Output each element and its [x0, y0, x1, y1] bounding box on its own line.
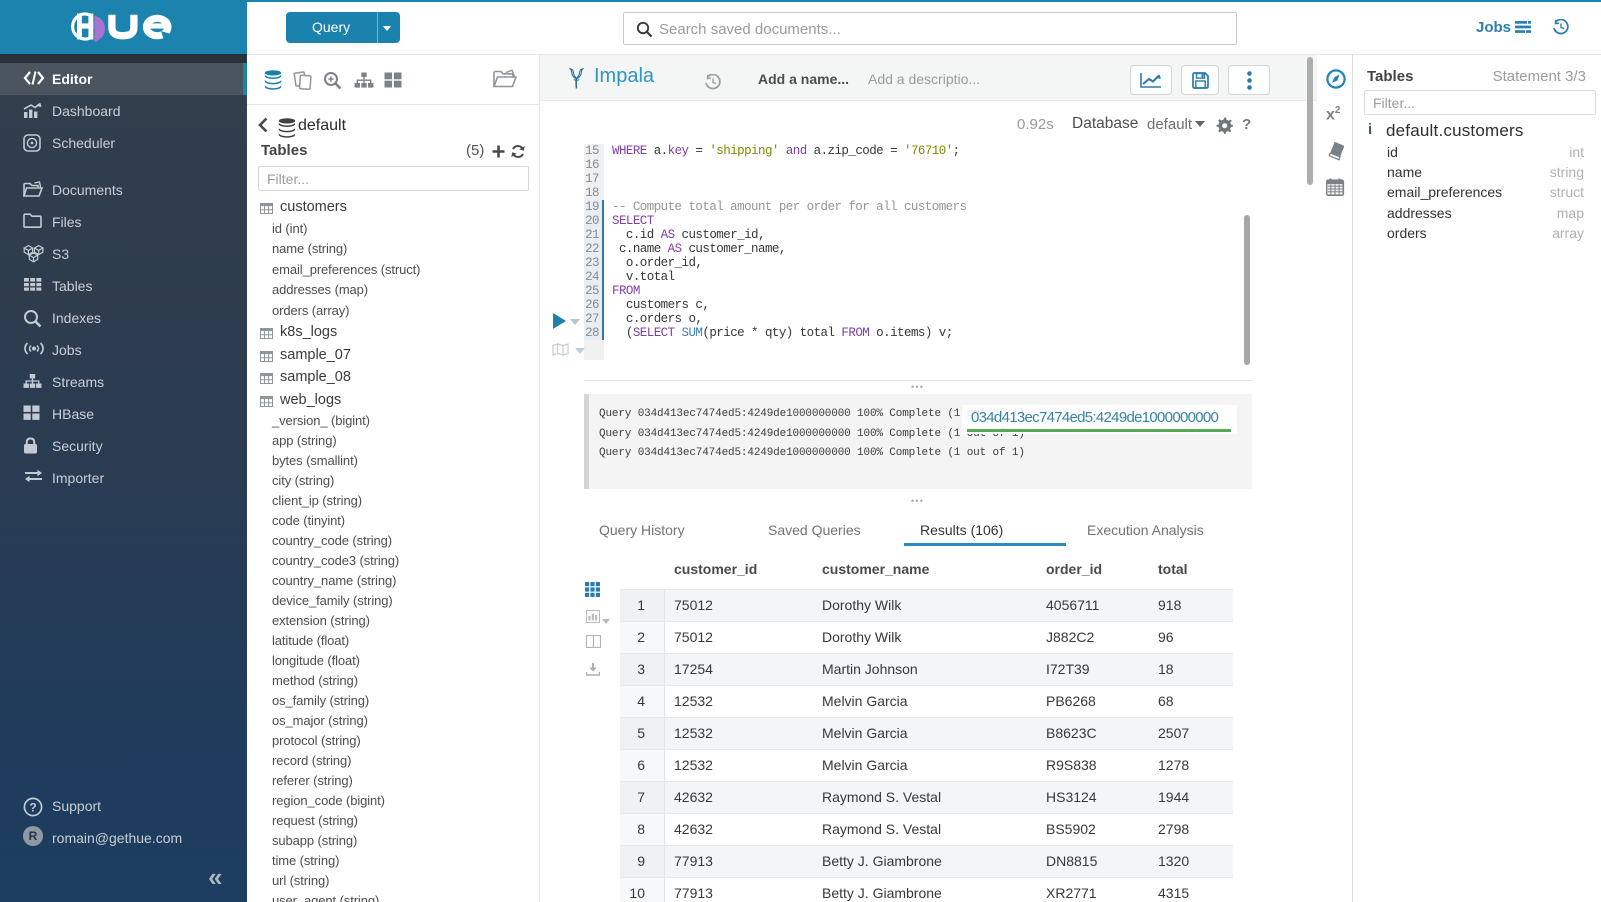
- svg-text:?: ?: [29, 800, 36, 814]
